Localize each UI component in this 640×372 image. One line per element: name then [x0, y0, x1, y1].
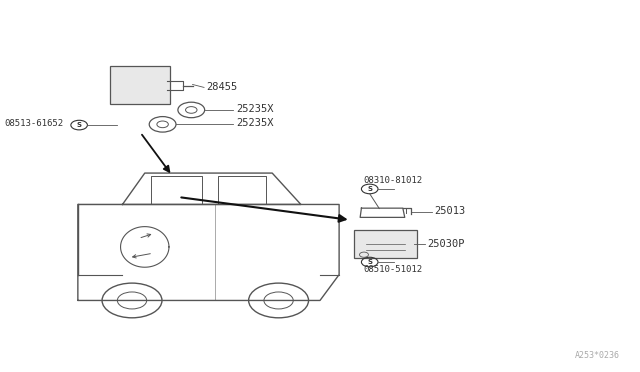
FancyBboxPatch shape — [355, 230, 417, 259]
Text: 08510-51012: 08510-51012 — [364, 265, 422, 274]
Text: S: S — [367, 259, 372, 265]
Text: S: S — [77, 122, 82, 128]
Text: S: S — [367, 186, 372, 192]
Text: 25235X: 25235X — [236, 104, 273, 114]
Text: 08310-81012: 08310-81012 — [364, 176, 422, 185]
Text: 08513-61652: 08513-61652 — [4, 119, 64, 128]
Text: 28455: 28455 — [207, 83, 238, 92]
Text: 25030P: 25030P — [427, 238, 465, 248]
FancyBboxPatch shape — [110, 66, 170, 105]
Text: 25235X: 25235X — [236, 118, 273, 128]
Text: A253*0236: A253*0236 — [575, 350, 620, 359]
Text: 25013: 25013 — [435, 206, 466, 216]
